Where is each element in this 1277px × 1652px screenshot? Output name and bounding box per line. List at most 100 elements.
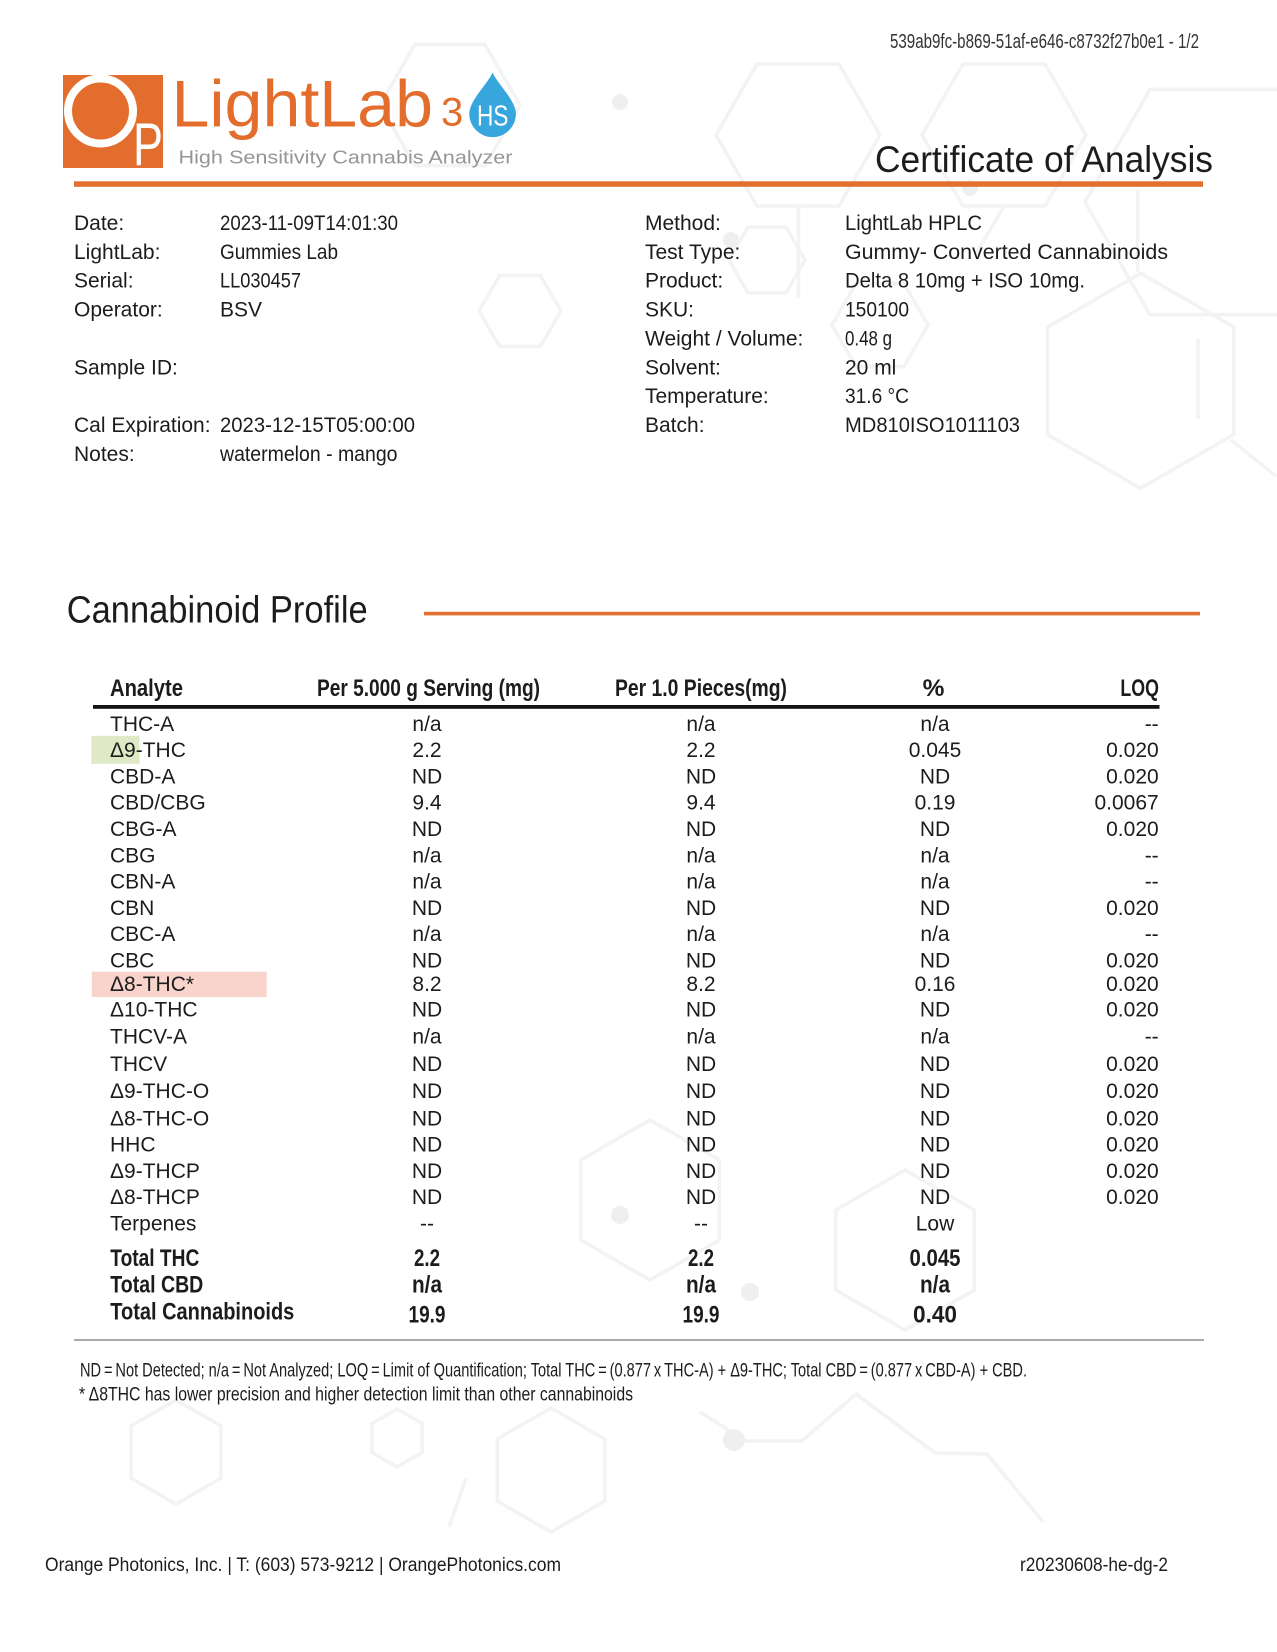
svg-text:Gummy- Converted Cannabinoids: Gummy- Converted Cannabinoids <box>845 241 1168 264</box>
svg-text:ND: ND <box>920 999 950 1022</box>
svg-text:Product:: Product: <box>645 270 723 293</box>
svg-text:--: -- <box>1145 871 1159 894</box>
svg-text:0.020: 0.020 <box>1106 765 1159 788</box>
svg-text:ND: ND <box>920 1134 950 1157</box>
svg-text:SKU:: SKU: <box>645 299 694 322</box>
svg-text:Low: Low <box>916 1213 955 1236</box>
svg-text:* Δ8THC has lower precision an: * Δ8THC has lower precision and higher d… <box>79 1384 633 1406</box>
svg-text:0.48 g: 0.48 g <box>845 327 892 350</box>
svg-text:CBD/CBG: CBD/CBG <box>110 792 206 815</box>
svg-text:20 ml: 20 ml <box>845 356 896 379</box>
svg-text:0.020: 0.020 <box>1106 739 1159 762</box>
svg-text:ND: ND <box>686 765 716 788</box>
svg-text:Serial:: Serial: <box>74 270 134 293</box>
svg-text:ND: ND <box>920 1186 950 1209</box>
svg-text:Test Type:: Test Type: <box>645 241 740 264</box>
svg-text:0.19: 0.19 <box>915 792 956 815</box>
svg-text:ND: ND <box>920 950 950 973</box>
svg-text:n/a: n/a <box>686 1272 716 1299</box>
svg-text:CBC-A: CBC-A <box>110 923 175 946</box>
svg-text:0.020: 0.020 <box>1106 1160 1159 1183</box>
svg-text:n/a: n/a <box>412 713 442 736</box>
svg-text:2.2: 2.2 <box>688 1245 714 1272</box>
svg-text:0.020: 0.020 <box>1106 1186 1159 1209</box>
svg-text:BSV: BSV <box>220 299 262 322</box>
svg-text:ND: ND <box>412 1107 442 1130</box>
svg-text:CBC: CBC <box>110 950 154 973</box>
svg-text:Gummies Lab: Gummies Lab <box>220 241 338 264</box>
svg-text:8.2: 8.2 <box>412 973 441 996</box>
svg-text:n/a: n/a <box>920 844 950 867</box>
svg-text:Batch:: Batch: <box>645 414 705 437</box>
svg-text:n/a: n/a <box>920 1026 950 1049</box>
svg-text:Total THC: Total THC <box>110 1245 199 1272</box>
svg-text:0.020: 0.020 <box>1106 1107 1159 1130</box>
svg-text:3: 3 <box>441 90 463 134</box>
svg-text:--: -- <box>420 1213 434 1236</box>
svg-text:31.6 °C: 31.6 °C <box>845 385 909 408</box>
svg-text:0.40: 0.40 <box>913 1302 957 1329</box>
svg-text:r20230608-he-dg-2: r20230608-he-dg-2 <box>1020 1555 1168 1576</box>
svg-text:ND: ND <box>686 1160 716 1183</box>
svg-text:--: -- <box>1145 844 1159 867</box>
svg-text:n/a: n/a <box>920 923 950 946</box>
svg-text:n/a: n/a <box>686 713 716 736</box>
svg-text:LightLab HPLC: LightLab HPLC <box>845 212 982 235</box>
svg-text:ND: ND <box>686 1053 716 1076</box>
svg-text:Total CBD: Total CBD <box>110 1272 203 1299</box>
svg-text:Δ8-THCP: Δ8-THCP <box>110 1186 200 1209</box>
svg-text:0.020: 0.020 <box>1106 1134 1159 1157</box>
svg-text:CBD-A: CBD-A <box>110 765 175 788</box>
svg-text:--: -- <box>694 1213 708 1236</box>
svg-text:n/a: n/a <box>920 713 950 736</box>
svg-text:ND: ND <box>920 818 950 841</box>
svg-text:2023-11-09T14:01:30: 2023-11-09T14:01:30 <box>220 212 398 235</box>
svg-text:LL030457: LL030457 <box>220 270 301 293</box>
svg-text:0.16: 0.16 <box>915 973 956 996</box>
svg-text:0.020: 0.020 <box>1106 818 1159 841</box>
svg-text:THCV: THCV <box>110 1053 167 1076</box>
svg-text:ND: ND <box>412 1080 442 1103</box>
svg-text:HHC: HHC <box>110 1134 156 1157</box>
svg-text:ND: ND <box>412 950 442 973</box>
svg-text:P: P <box>133 111 163 178</box>
svg-text:--: -- <box>1145 1026 1159 1049</box>
svg-text:n/a: n/a <box>686 844 716 867</box>
svg-text:0.0067: 0.0067 <box>1094 792 1158 815</box>
svg-text:Per 5.000 g Serving (mg): Per 5.000 g Serving (mg) <box>317 675 540 702</box>
svg-text:19.9: 19.9 <box>683 1302 720 1329</box>
svg-text:CBG: CBG <box>110 844 156 867</box>
svg-text:9.4: 9.4 <box>412 792 442 815</box>
svg-text:19.9: 19.9 <box>409 1302 446 1329</box>
svg-text:0.020: 0.020 <box>1106 1080 1159 1103</box>
svg-text:ND: ND <box>412 1160 442 1183</box>
svg-text:0.020: 0.020 <box>1106 1053 1159 1076</box>
svg-text:Weight / Volume:: Weight / Volume: <box>645 327 803 350</box>
svg-text:LOQ: LOQ <box>1120 675 1159 702</box>
svg-text:THCV-A: THCV-A <box>110 1026 187 1049</box>
svg-text:Terpenes: Terpenes <box>110 1213 196 1236</box>
svg-text:0.020: 0.020 <box>1106 897 1159 920</box>
svg-text:ND: ND <box>686 950 716 973</box>
svg-text:Notes:: Notes: <box>74 443 135 466</box>
svg-text:LightLab: LightLab <box>172 67 434 141</box>
svg-text:Sample ID:: Sample ID: <box>74 356 178 379</box>
svg-text:2.2: 2.2 <box>412 739 441 762</box>
svg-text:2.2: 2.2 <box>414 1245 440 1272</box>
svg-text:8.2: 8.2 <box>686 973 715 996</box>
svg-text:CBG-A: CBG-A <box>110 818 177 841</box>
svg-text:ND: ND <box>920 1107 950 1130</box>
svg-text:ND: ND <box>686 1186 716 1209</box>
svg-text:ND: ND <box>686 818 716 841</box>
svg-text:MD810ISO1011103: MD810ISO1011103 <box>845 414 1020 437</box>
svg-text:ND: ND <box>920 765 950 788</box>
svg-text:Analyte: Analyte <box>110 675 183 702</box>
svg-text:Method:: Method: <box>645 212 721 235</box>
svg-text:HS: HS <box>477 101 509 133</box>
svg-text:539ab9fc-b869-51af-e646-c8732f: 539ab9fc-b869-51af-e646-c8732f27b0e1 - 1… <box>890 31 1199 53</box>
svg-text:ND: ND <box>412 897 442 920</box>
svg-text:Δ9-THCP: Δ9-THCP <box>110 1160 200 1183</box>
svg-text:High Sensitivity Cannabis Anal: High Sensitivity Cannabis Analyzer <box>179 146 513 167</box>
svg-text:Per 1.0 Pieces(mg): Per 1.0 Pieces(mg) <box>615 675 787 702</box>
svg-text:ND: ND <box>412 1186 442 1209</box>
